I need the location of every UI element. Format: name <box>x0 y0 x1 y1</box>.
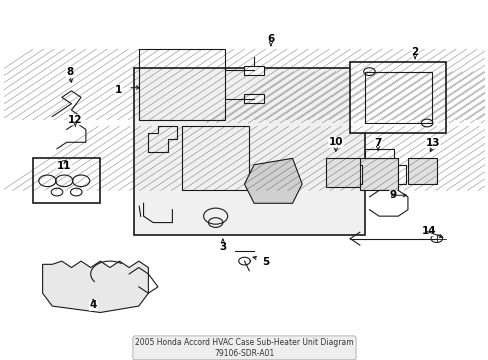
Bar <box>407 158 436 184</box>
Text: 2: 2 <box>411 47 418 57</box>
Bar <box>325 158 359 187</box>
Bar <box>139 49 225 120</box>
Bar <box>354 165 362 184</box>
Text: 1: 1 <box>115 85 122 95</box>
Text: 7: 7 <box>374 138 381 148</box>
Polygon shape <box>42 261 148 312</box>
Text: 4: 4 <box>89 301 97 310</box>
Polygon shape <box>244 158 302 203</box>
Text: 10: 10 <box>328 137 343 147</box>
Text: 8: 8 <box>66 67 74 77</box>
Text: 14: 14 <box>421 226 436 235</box>
Text: 9: 9 <box>389 190 396 200</box>
Bar <box>349 62 446 132</box>
Text: 13: 13 <box>425 138 439 148</box>
Text: 6: 6 <box>267 34 274 44</box>
Text: 12: 12 <box>68 115 82 125</box>
Text: 3: 3 <box>219 242 226 252</box>
Text: 11: 11 <box>57 161 71 171</box>
Bar <box>398 165 405 184</box>
Bar <box>359 158 398 190</box>
Bar <box>364 72 431 123</box>
Text: 5: 5 <box>262 257 269 267</box>
Bar <box>364 149 393 158</box>
Circle shape <box>430 235 442 243</box>
Text: 2005 Honda Accord HVAC Case Sub-Heater Unit Diagram
79106-SDR-A01: 2005 Honda Accord HVAC Case Sub-Heater U… <box>135 338 353 357</box>
Bar <box>182 126 249 190</box>
Bar <box>134 68 364 235</box>
Bar <box>244 66 263 75</box>
Bar <box>244 94 263 103</box>
Bar <box>33 158 100 203</box>
